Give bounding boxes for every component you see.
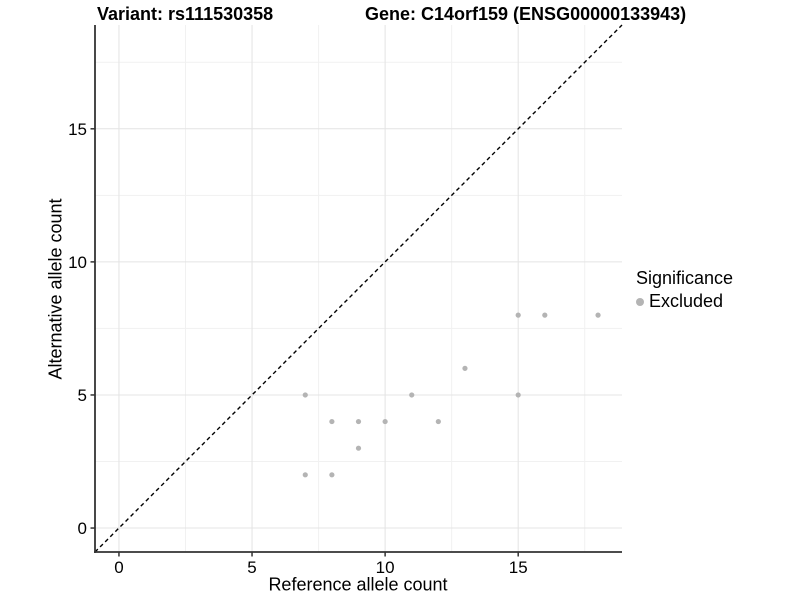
legend: Significance Excluded <box>636 268 733 312</box>
legend-title: Significance <box>636 268 734 288</box>
data-point <box>462 365 468 371</box>
y-tick-label: 5 <box>78 386 87 405</box>
data-point <box>595 312 601 318</box>
data-point <box>515 392 521 398</box>
data-point <box>329 472 335 478</box>
data-point <box>329 418 335 425</box>
y-tick-label: 0 <box>78 519 87 538</box>
x-axis-title: Reference allele count <box>268 574 448 595</box>
data-point <box>302 472 308 478</box>
x-tick-label: 5 <box>247 558 256 577</box>
data-point <box>355 418 362 425</box>
x-tick-label: 0 <box>114 558 123 577</box>
data-point <box>409 392 415 398</box>
legend-item-label: Excluded <box>649 291 724 311</box>
variant-title: Variant: rs111530358 <box>97 4 274 24</box>
x-tick-label: 10 <box>376 558 395 577</box>
data-point <box>515 312 521 318</box>
legend-point-icon <box>636 297 644 306</box>
data-point <box>542 312 548 318</box>
data-point <box>355 445 362 451</box>
data-point <box>435 418 441 425</box>
y-tick-label: 15 <box>68 120 87 139</box>
gene-title: Gene: C14orf159 (ENSG00000133943) <box>365 4 687 24</box>
data-point <box>382 418 388 425</box>
identity-line <box>94 24 623 553</box>
data-point <box>302 392 308 398</box>
y-tick-label: 10 <box>68 253 87 272</box>
x-tick-label: 15 <box>509 558 528 577</box>
legend-item-excluded: Excluded <box>636 291 733 312</box>
